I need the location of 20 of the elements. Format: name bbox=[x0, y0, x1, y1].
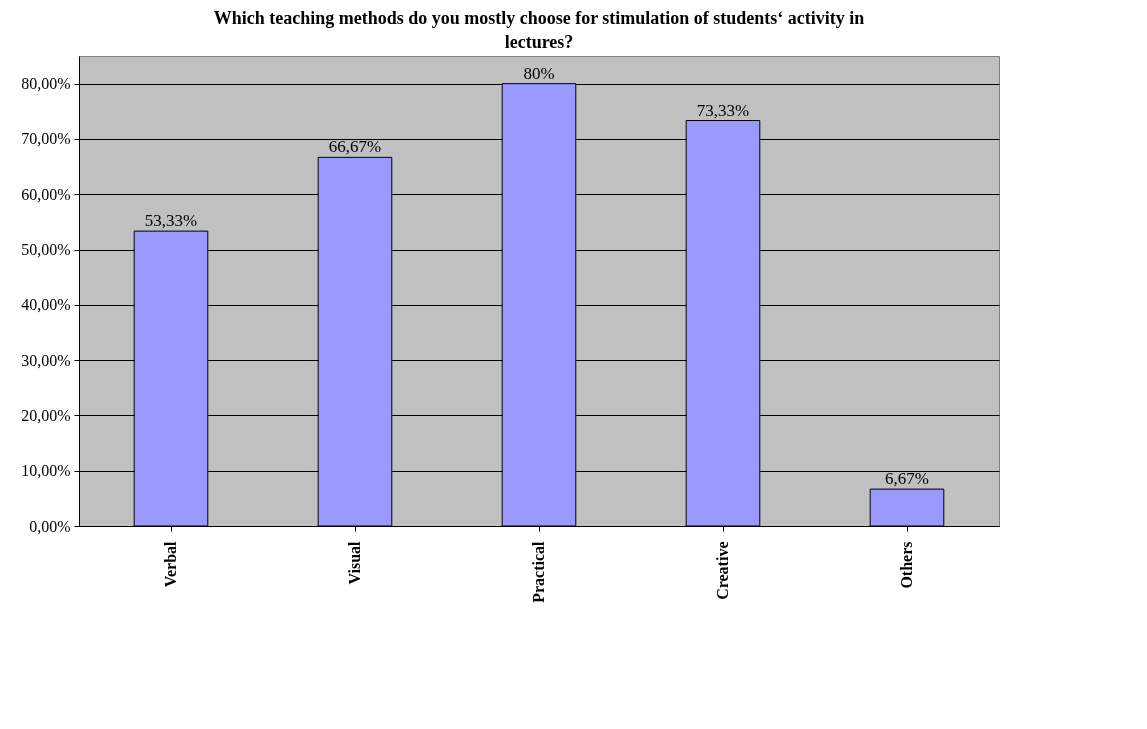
x-tick-label: Creative bbox=[714, 541, 731, 600]
x-tick-label: Others bbox=[898, 541, 915, 589]
y-tick-label: 60,00% bbox=[21, 185, 71, 203]
x-tick-label: Verbal bbox=[162, 540, 179, 588]
y-tick-label: 40,00% bbox=[21, 296, 71, 314]
data-label: 6,67% bbox=[885, 469, 929, 489]
data-label: 53,33% bbox=[144, 211, 198, 231]
x-tick-label: Visual bbox=[346, 540, 363, 585]
x-tick-label: Practical bbox=[530, 540, 547, 603]
y-tick-label: 50,00% bbox=[21, 241, 71, 259]
data-label: 80% bbox=[523, 63, 555, 83]
y-tick-label: 20,00% bbox=[21, 406, 71, 424]
y-tick-label: 0,00% bbox=[29, 517, 71, 535]
y-tick-label: 80,00% bbox=[21, 75, 71, 93]
y-tick-label: 30,00% bbox=[21, 351, 71, 369]
data-label: 66,67% bbox=[328, 137, 382, 157]
y-tick-label: 70,00% bbox=[21, 130, 71, 148]
y-tick-label: 10,00% bbox=[21, 462, 71, 480]
data-label: 73,33% bbox=[696, 100, 750, 120]
chart-title: Which teaching methods do you mostly choose for stimulation of students‘ activity in lectures? bbox=[213, 8, 865, 52]
